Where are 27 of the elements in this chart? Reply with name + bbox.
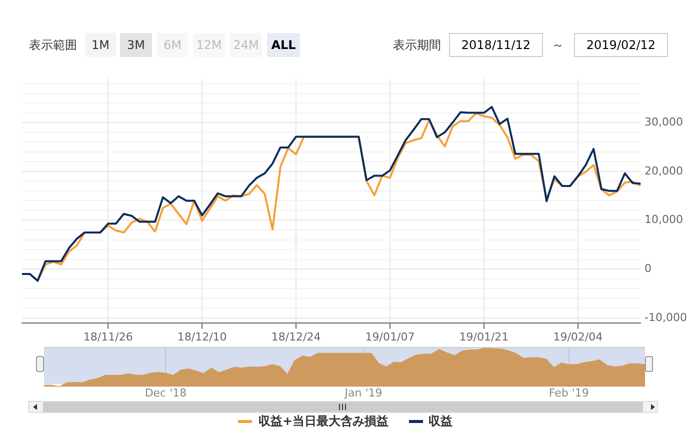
y-tick-label: 20,000 bbox=[644, 164, 684, 178]
x-tick-label: 19/01/07 bbox=[365, 330, 415, 344]
x-tick-label: Feb '19 bbox=[548, 386, 589, 400]
x-tick-label: 19/02/04 bbox=[553, 330, 603, 344]
text: ～ bbox=[551, 36, 565, 54]
text: 1M bbox=[85, 33, 116, 57]
x-tick-label: Dec '18 bbox=[144, 386, 187, 400]
x-tick-label: 18/12/24 bbox=[271, 330, 321, 344]
y-tick-label: 0 bbox=[644, 262, 652, 275]
x-tick-label: 19/01/21 bbox=[459, 330, 509, 344]
text: 3M bbox=[120, 33, 152, 57]
text: ALL bbox=[267, 33, 300, 57]
text: 表示範囲 bbox=[28, 36, 78, 54]
y-tick-label: 30,000 bbox=[644, 115, 684, 128]
legend-label: 収益 bbox=[428, 413, 453, 428]
x-tick-label: 18/12/10 bbox=[177, 330, 227, 344]
x-tick-label: Jan '19 bbox=[344, 386, 382, 400]
text: 24M bbox=[230, 33, 262, 57]
y-tick-label: -10,000 bbox=[644, 310, 688, 324]
text: 2018/11/12 bbox=[449, 33, 543, 57]
x-tick-label: 18/11/26 bbox=[83, 330, 133, 344]
text: 表示期間 bbox=[392, 36, 442, 54]
text: 6M bbox=[157, 33, 188, 57]
text: 2019/02/12 bbox=[574, 33, 668, 57]
legend-label: 収益+当日最大含み損益 bbox=[258, 413, 389, 428]
y-tick-label: 10,000 bbox=[644, 213, 684, 226]
text: 12M bbox=[193, 33, 225, 57]
